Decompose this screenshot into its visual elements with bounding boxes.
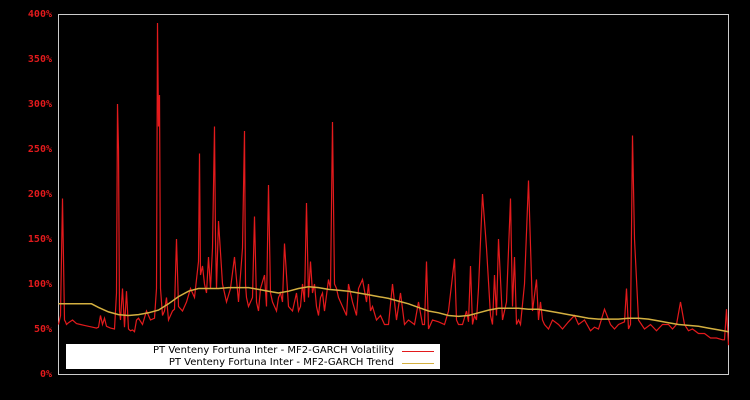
y-tick-label: 350%: [27, 54, 52, 65]
plot-frame: [58, 14, 729, 375]
legend-label: PT Venteny Fortuna Inter - MF2-GARCH Tre…: [168, 357, 394, 368]
y-tick-label: 100%: [27, 279, 52, 290]
legend: PT Venteny Fortuna Inter - MF2-GARCH Vol…: [66, 344, 440, 369]
y-tick-label: 300%: [27, 99, 52, 110]
y-tick-label: 150%: [27, 234, 52, 245]
legend-item-trend: PT Venteny Fortuna Inter - MF2-GARCH Tre…: [169, 357, 434, 369]
y-tick-label: 200%: [27, 189, 52, 200]
y-tick-label: 50%: [33, 324, 52, 335]
legend-item-volatility: PT Venteny Fortuna Inter - MF2-GARCH Vol…: [153, 345, 434, 357]
legend-swatch-yellow: [402, 362, 434, 364]
volatility-line: [57, 22, 730, 346]
legend-label: PT Venteny Fortuna Inter - MF2-GARCH Vol…: [153, 345, 394, 356]
legend-swatch-red: [402, 350, 434, 352]
trend-line: [58, 285, 729, 333]
y-tick-label: 400%: [27, 9, 52, 20]
y-tick-label: 0%: [39, 369, 52, 380]
y-tick-label: 250%: [27, 144, 52, 155]
